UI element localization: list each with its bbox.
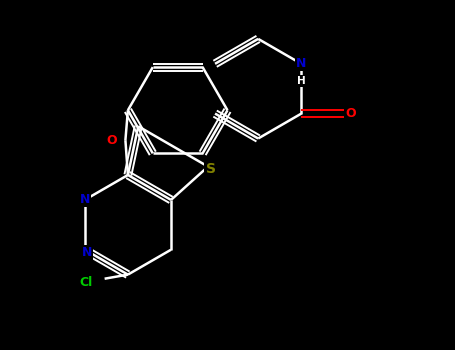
Text: S: S bbox=[206, 162, 216, 176]
Text: O: O bbox=[106, 134, 117, 147]
Text: N: N bbox=[80, 194, 90, 206]
Text: N: N bbox=[296, 57, 307, 70]
Text: H: H bbox=[297, 76, 306, 86]
Text: N: N bbox=[82, 246, 92, 259]
Text: Cl: Cl bbox=[79, 275, 92, 288]
Text: O: O bbox=[346, 107, 356, 120]
